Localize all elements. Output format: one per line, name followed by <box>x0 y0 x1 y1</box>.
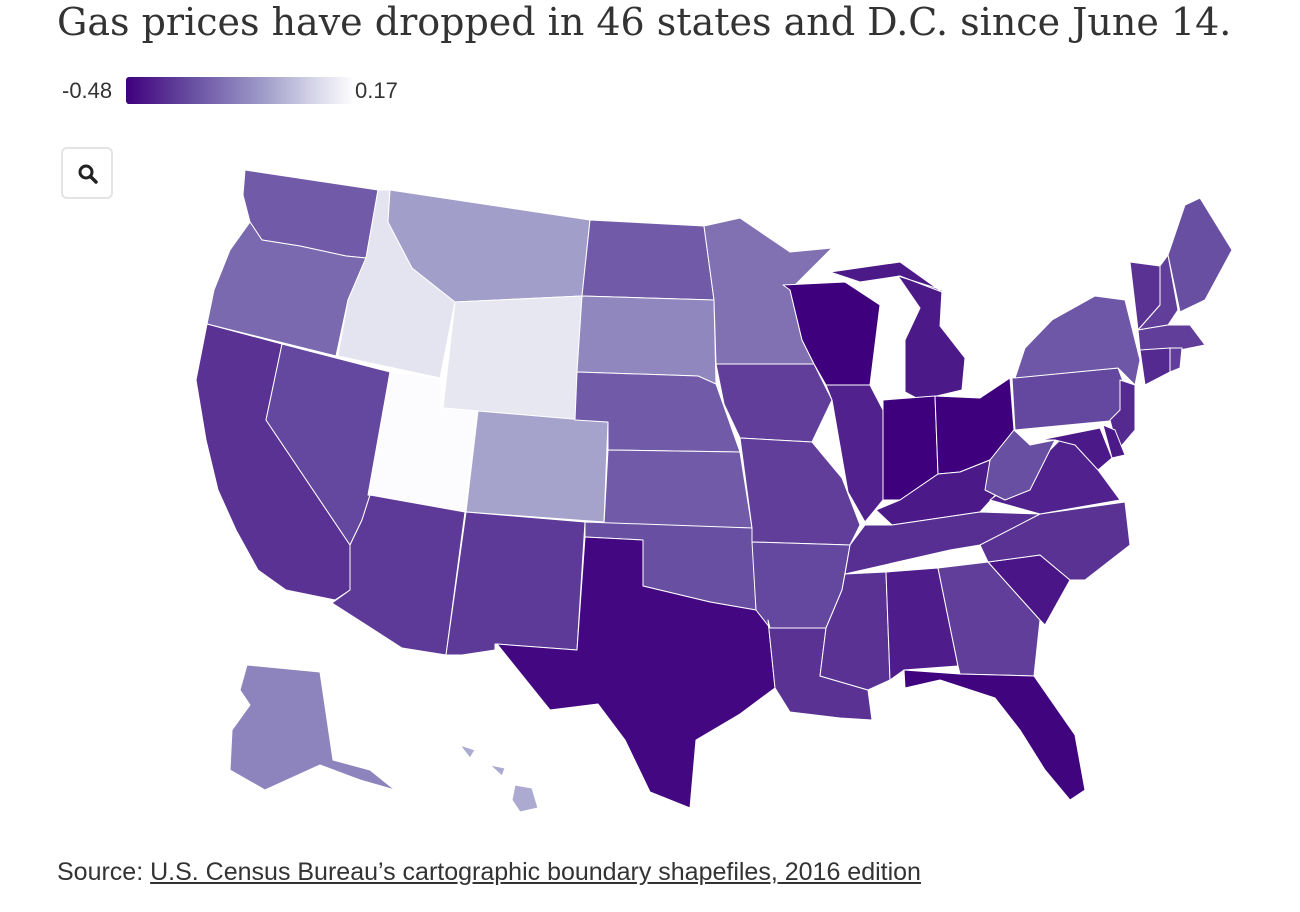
legend-gradient-bar <box>126 77 352 104</box>
source-note: Source: U.S. Census Bureau’s cartographi… <box>57 858 921 887</box>
state-az[interactable] <box>331 494 466 656</box>
state-ri[interactable] <box>1169 347 1183 373</box>
map-title: Gas prices have dropped in 46 states and… <box>57 0 1232 44</box>
source-link[interactable]: U.S. Census Bureau’s cartographic bounda… <box>150 858 921 886</box>
state-nd[interactable] <box>581 219 715 301</box>
state-hi[interactable] <box>459 744 539 813</box>
search-icon <box>78 164 98 184</box>
state-mi[interactable] <box>829 261 966 401</box>
state-md[interactable] <box>1039 427 1113 471</box>
states-layer <box>195 169 1233 813</box>
state-al[interactable] <box>885 567 959 681</box>
state-ia[interactable] <box>715 363 833 443</box>
state-de[interactable] <box>1102 424 1126 459</box>
source-prefix: Source: <box>57 858 151 886</box>
state-il[interactable] <box>825 384 884 523</box>
legend-max-label: 0.17 <box>355 78 398 103</box>
state-ks[interactable] <box>603 449 753 529</box>
state-nc[interactable] <box>979 501 1131 581</box>
state-ma[interactable] <box>1137 324 1206 351</box>
state-mo[interactable] <box>739 437 861 546</box>
state-wy[interactable] <box>442 295 583 421</box>
state-nm[interactable] <box>445 511 586 656</box>
state-fl[interactable] <box>903 669 1086 801</box>
state-sd[interactable] <box>576 295 717 385</box>
state-wv[interactable] <box>984 429 1056 501</box>
zoom-button[interactable] <box>61 147 113 199</box>
state-ny[interactable] <box>1014 295 1141 386</box>
state-me[interactable] <box>1167 197 1233 313</box>
legend-min-label: -0.48 <box>62 78 113 103</box>
state-tx[interactable] <box>496 536 776 809</box>
state-co[interactable] <box>465 410 609 523</box>
state-ak[interactable] <box>229 664 396 791</box>
state-ct[interactable] <box>1139 347 1171 386</box>
